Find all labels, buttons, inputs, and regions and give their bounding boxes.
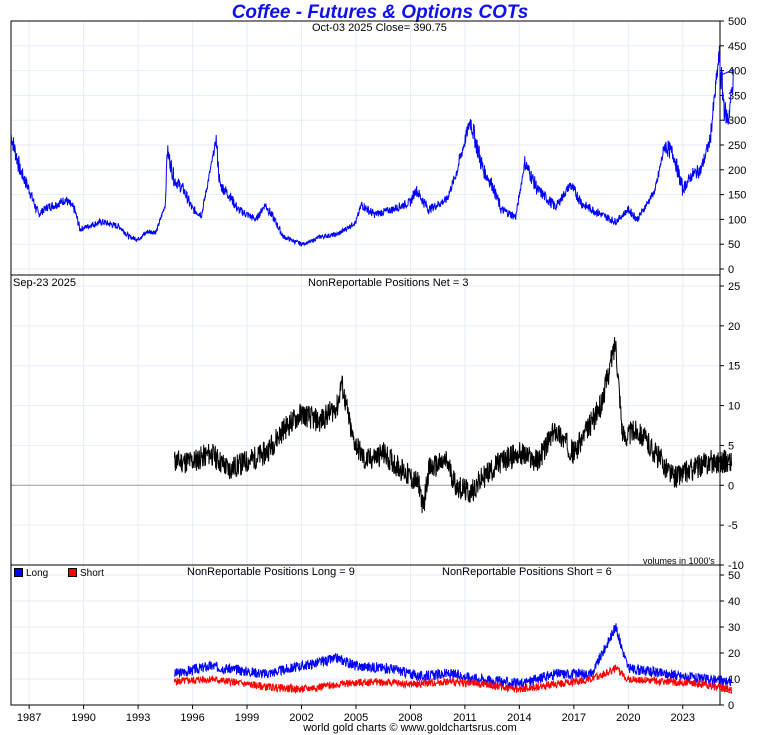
y-tick-label: 40 — [728, 596, 740, 608]
legend-short: Short — [68, 568, 104, 579]
legend-short-swatch — [68, 568, 77, 577]
legend-short-label: Short — [80, 568, 104, 579]
legend-long-label: Long — [26, 568, 49, 579]
long-subtitle: NonReportable Positions Long = 9 — [187, 566, 355, 578]
short-subtitle: NonReportable Positions Short = 6 — [442, 566, 612, 578]
x-tick-label: 2020 — [616, 712, 640, 724]
x-tick-label: 1987 — [17, 712, 41, 724]
x-tick-label: 1993 — [126, 712, 150, 724]
y-tick-label: 5 — [728, 440, 734, 452]
panel-frame — [10, 20, 721, 276]
x-tick-label: 1990 — [71, 712, 95, 724]
y-tick-label: 500 — [728, 16, 746, 28]
y-tick-label: 450 — [728, 41, 746, 53]
y-tick-label: 25 — [728, 281, 740, 293]
net-subtitle: NonReportable Positions Net = 3 — [308, 277, 469, 289]
x-tick-label: 2008 — [398, 712, 422, 724]
y-tick-label: 200 — [728, 165, 746, 177]
y-tick-label: 0 — [728, 264, 734, 276]
y-tick-label: 0 — [728, 700, 734, 712]
y-tick-label: -5 — [728, 520, 738, 532]
x-tick-label: 2014 — [507, 712, 531, 724]
panel-frame — [10, 564, 721, 706]
price-line — [10, 45, 734, 247]
y-tick-label: 400 — [728, 66, 746, 78]
chart-title: Coffee - Futures & Options COTs — [231, 2, 529, 23]
y-tick-label: 50 — [728, 570, 740, 582]
x-tick-label: 2011 — [453, 712, 477, 724]
legend-long-swatch — [14, 568, 23, 577]
price-subtitle: Oct-03 2025 Close= 390.75 — [312, 22, 447, 34]
x-tick-label: 1999 — [235, 712, 259, 724]
y-tick-label: 10 — [728, 401, 740, 413]
y-tick-label: 300 — [728, 115, 746, 127]
x-tick-label: 2005 — [344, 712, 368, 724]
x-tick-label: 2017 — [562, 712, 586, 724]
x-tick-label: 2002 — [289, 712, 313, 724]
y-tick-label: 100 — [728, 214, 746, 226]
y-tick-label: 250 — [728, 140, 746, 152]
footer-credit: world gold charts © www.goldchartsrus.co… — [303, 722, 517, 734]
y-tick-label: 20 — [728, 321, 740, 333]
volume-note: volumes in 1000's — [643, 556, 715, 566]
legend-long: Long — [14, 568, 48, 579]
y-tick-label: 15 — [728, 361, 740, 373]
x-tick-label: 2023 — [671, 712, 695, 724]
short-line — [173, 664, 733, 695]
y-tick-label: 50 — [728, 239, 740, 251]
net-date-label: Sep-23 2025 — [13, 277, 76, 289]
y-tick-label: -10 — [728, 560, 744, 572]
panel-frame — [10, 274, 721, 566]
net-line — [173, 336, 733, 514]
y-tick-label: 150 — [728, 190, 746, 202]
y-tick-label: 10 — [728, 674, 740, 686]
x-tick-label: 1996 — [180, 712, 204, 724]
y-tick-label: 30 — [728, 622, 740, 634]
y-tick-label: 20 — [728, 648, 740, 660]
y-tick-label: 0 — [728, 480, 734, 492]
